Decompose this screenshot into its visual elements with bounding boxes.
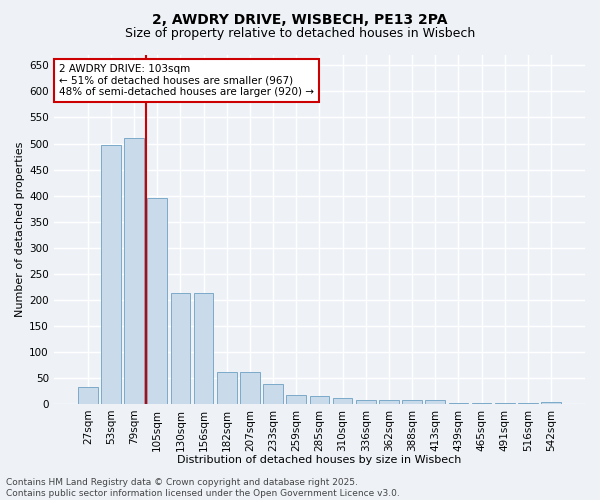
Bar: [263, 384, 283, 404]
Bar: [286, 395, 306, 404]
Bar: [541, 402, 561, 404]
Text: Contains HM Land Registry data © Crown copyright and database right 2025.
Contai: Contains HM Land Registry data © Crown c…: [6, 478, 400, 498]
Bar: [148, 198, 167, 404]
Y-axis label: Number of detached properties: Number of detached properties: [15, 142, 25, 317]
Bar: [170, 293, 190, 404]
X-axis label: Distribution of detached houses by size in Wisbech: Distribution of detached houses by size …: [177, 455, 461, 465]
Text: Size of property relative to detached houses in Wisbech: Size of property relative to detached ho…: [125, 28, 475, 40]
Bar: [78, 387, 98, 404]
Text: 2, AWDRY DRIVE, WISBECH, PE13 2PA: 2, AWDRY DRIVE, WISBECH, PE13 2PA: [152, 12, 448, 26]
Text: 2 AWDRY DRIVE: 103sqm
← 51% of detached houses are smaller (967)
48% of semi-det: 2 AWDRY DRIVE: 103sqm ← 51% of detached …: [59, 64, 314, 97]
Bar: [124, 138, 144, 404]
Bar: [356, 400, 376, 404]
Bar: [425, 400, 445, 404]
Bar: [379, 400, 399, 404]
Bar: [194, 293, 214, 404]
Bar: [240, 372, 260, 404]
Bar: [217, 372, 236, 404]
Bar: [101, 145, 121, 404]
Bar: [333, 398, 352, 404]
Bar: [310, 396, 329, 404]
Bar: [449, 403, 468, 404]
Bar: [472, 403, 491, 404]
Bar: [402, 400, 422, 404]
